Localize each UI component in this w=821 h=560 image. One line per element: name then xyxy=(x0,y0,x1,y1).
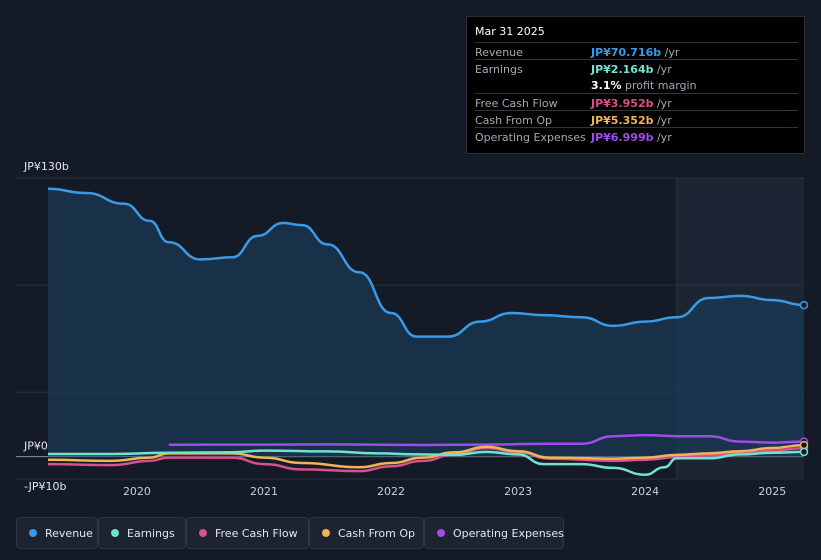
tooltip-row-value: 3.1% profit margin xyxy=(591,79,697,92)
legend-item-earnings[interactable]: Earnings xyxy=(98,517,186,549)
legend-label: Free Cash Flow xyxy=(215,527,298,540)
x-tick-label: 2024 xyxy=(631,485,659,498)
legend-item-cash-from-op[interactable]: Cash From Op xyxy=(309,517,424,549)
tooltip-row: Cash From Op JP¥5.352b /yr xyxy=(475,110,798,128)
earnings-line xyxy=(47,449,805,477)
legend-item-operating-expenses[interactable]: Operating Expenses xyxy=(424,517,564,549)
y-axis-zero-label: JP¥0 xyxy=(23,440,48,453)
legend-dot xyxy=(199,529,207,537)
cash-from-op-end-point xyxy=(799,440,809,450)
x-tick-label: 2021 xyxy=(250,485,278,498)
tooltip-row-value: JP¥5.352b /yr xyxy=(591,114,672,127)
legend-label: Operating Expenses xyxy=(453,527,564,540)
legend-dot xyxy=(322,529,330,537)
revenue-end-point xyxy=(799,300,809,310)
x-tick-label: 2022 xyxy=(377,485,405,498)
x-tick-label: 2020 xyxy=(123,485,151,498)
x-tick-label: 2023 xyxy=(504,485,532,498)
tooltip-row: Revenue JP¥70.716b /yr xyxy=(475,42,798,60)
tooltip-row-label: Revenue xyxy=(475,46,523,59)
y-axis-top-label: JP¥130b xyxy=(23,160,69,173)
revenue-area xyxy=(48,188,804,457)
tooltip-row-label: Operating Expenses xyxy=(475,131,586,144)
tooltip-row-label: Free Cash Flow xyxy=(475,97,558,110)
tooltip-row-value: JP¥2.164b /yr xyxy=(591,63,672,76)
x-tick-label: 2025 xyxy=(758,485,786,498)
data-tooltip: Mar 31 2025 Revenue JP¥70.716b /yr Earning… xyxy=(466,16,805,154)
legend-label: Revenue xyxy=(45,527,93,540)
tooltip-row: 3.1% profit margin xyxy=(475,76,798,93)
tooltip-row: Operating Expenses JP¥6.999b /yr xyxy=(475,127,798,145)
tooltip-row: Free Cash Flow JP¥3.952b /yr xyxy=(475,93,798,111)
operating-expenses-line xyxy=(168,433,805,447)
tooltip-date: Mar 31 2025 xyxy=(475,25,545,38)
tooltip-row-label: Earnings xyxy=(475,63,523,76)
tooltip-row: Earnings JP¥2.164b /yr xyxy=(475,59,798,77)
y-axis-negative-label: -JP¥10b xyxy=(24,480,66,493)
tooltip-row-value: JP¥3.952b /yr xyxy=(591,97,672,110)
tooltip-row-label: Cash From Op xyxy=(475,114,553,127)
legend-label: Cash From Op xyxy=(338,527,416,540)
tooltip-row-value: JP¥6.999b /yr xyxy=(591,131,672,144)
legend-label: Earnings xyxy=(127,527,175,540)
legend-dot xyxy=(111,529,119,537)
tooltip-row-value: JP¥70.716b /yr xyxy=(591,46,680,59)
legend-dot xyxy=(437,529,445,537)
legend-dot xyxy=(29,529,37,537)
revenue-line xyxy=(47,187,805,338)
earnings-end-point xyxy=(799,447,809,457)
legend-item-revenue[interactable]: Revenue xyxy=(16,517,98,549)
legend-item-free-cash-flow[interactable]: Free Cash Flow xyxy=(186,517,309,549)
